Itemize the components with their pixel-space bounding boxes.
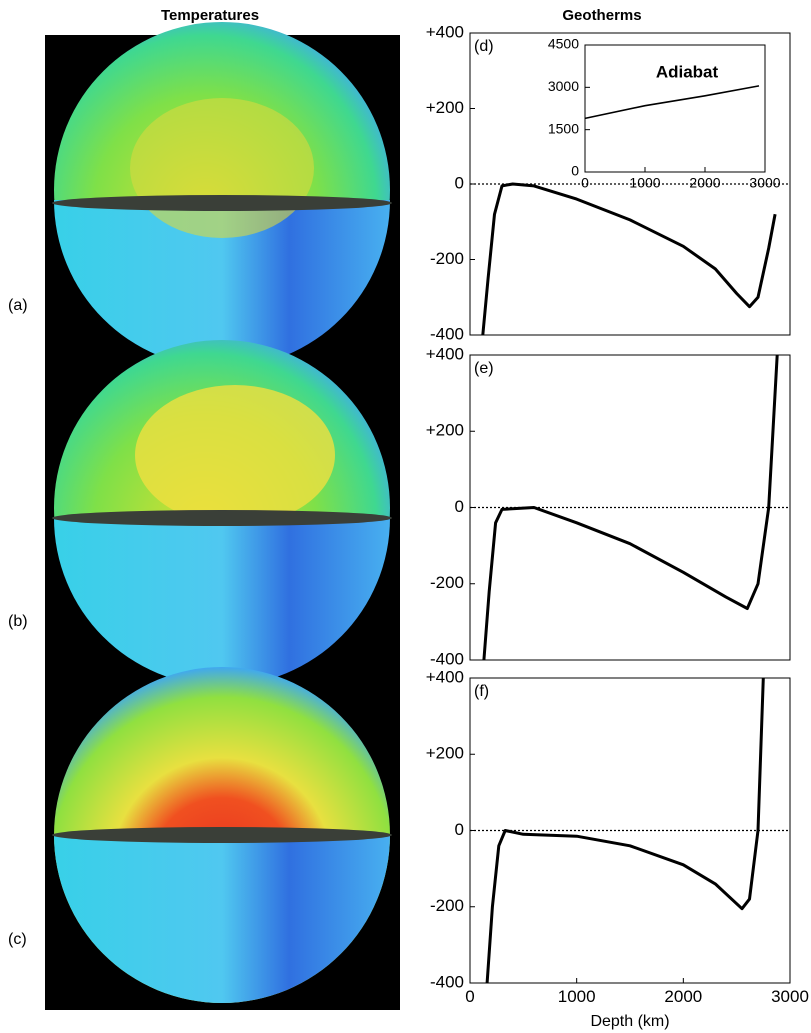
column-title: Geotherms [562, 7, 641, 24]
y-tick-label: -400 [430, 972, 464, 991]
x-tick-label: 3000 [771, 987, 809, 1006]
y-tick-label: +400 [426, 667, 464, 686]
series-line [482, 354, 779, 661]
panel-label: (e) [474, 360, 494, 377]
panel-label: (b) [8, 613, 28, 630]
y-tick-label: +200 [426, 744, 464, 763]
y-tick-label: +200 [426, 98, 464, 117]
x-axis-label: Depth (km) [590, 1013, 669, 1030]
x-tick-label: 1000 [629, 175, 660, 191]
y-tick-label: -400 [430, 649, 464, 668]
y-tick-label: +400 [426, 22, 464, 41]
y-tick-label: -200 [430, 249, 464, 268]
panel-label: (a) [8, 297, 28, 314]
y-tick-label: -400 [430, 324, 464, 343]
globe [52, 667, 392, 1003]
x-tick-label: 2000 [664, 987, 702, 1006]
y-tick-label: +200 [426, 421, 464, 440]
y-tick-label: 0 [455, 820, 464, 839]
x-tick-label: 2000 [689, 175, 720, 191]
y-tick-label: 4500 [548, 36, 579, 52]
x-tick-label: 0 [465, 987, 474, 1006]
y-tick-label: 1500 [548, 120, 579, 136]
y-tick-label: 0 [571, 163, 579, 179]
y-tick-label: -200 [430, 573, 464, 592]
plot-frame [584, 44, 766, 173]
y-tick-label: 0 [455, 173, 464, 192]
x-tick-label: 0 [581, 175, 589, 191]
column-title: Temperatures [161, 7, 259, 24]
x-tick-label: 3000 [749, 175, 780, 191]
globe [52, 340, 392, 686]
x-tick-label: 1000 [558, 987, 596, 1006]
y-tick-label: -200 [430, 896, 464, 915]
y-tick-label: +400 [426, 344, 464, 363]
series-line [481, 182, 777, 336]
series-line [485, 677, 765, 984]
panel-label: (d) [474, 38, 494, 55]
series-line [584, 85, 760, 120]
y-tick-label: 0 [455, 497, 464, 516]
panel-label: (f) [474, 683, 489, 700]
globe [52, 22, 392, 368]
panel-label: (c) [8, 931, 27, 948]
inset-title: Adiabat [656, 62, 719, 81]
y-tick-label: 3000 [548, 78, 579, 94]
